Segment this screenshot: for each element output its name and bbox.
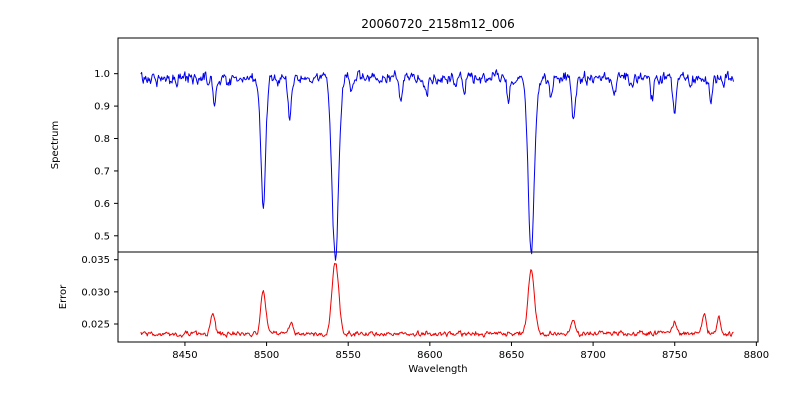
panel-frame-spectrum xyxy=(117,37,759,253)
x-tick-label: 8800 xyxy=(744,350,769,361)
y-tick-label: 1.0 xyxy=(94,69,110,80)
axes-layer: 0.5 0.6 0.7 0.8 0.9 1.0 0.025 0.030 0.035 8450 850… xyxy=(81,37,769,361)
y-tick-label: 0.9 xyxy=(94,102,110,113)
y-axis-label-spectrum: Spectrum xyxy=(50,121,61,169)
x-tick-label: 8650 xyxy=(499,350,524,361)
y-tick-label: 0.6 xyxy=(94,199,110,210)
error-series-line xyxy=(140,262,734,338)
y-tick-label: 0.030 xyxy=(81,287,110,298)
chart-title: 20060720_2158m12_006 xyxy=(361,17,514,31)
y-axis-label-error: Error xyxy=(58,284,69,309)
y-tick-label: 0.025 xyxy=(81,320,110,331)
panel-frame-error xyxy=(117,251,759,343)
x-tick-label: 8550 xyxy=(335,350,360,361)
x-tick-label: 8500 xyxy=(254,350,279,361)
spectrum-series-line xyxy=(140,69,734,261)
y-tick-label: 0.035 xyxy=(81,255,110,266)
series-layer xyxy=(140,69,734,338)
y-tick-label: 0.7 xyxy=(94,166,110,177)
y-tick-label: 0.8 xyxy=(94,134,110,145)
x-tick-label: 8450 xyxy=(172,350,197,361)
x-axis-label: Wavelength xyxy=(408,364,467,375)
y-tick-label: 0.5 xyxy=(94,231,110,242)
x-tick-label: 8700 xyxy=(580,350,605,361)
x-tick-label: 8600 xyxy=(417,350,442,361)
x-tick-label: 8750 xyxy=(662,350,687,361)
